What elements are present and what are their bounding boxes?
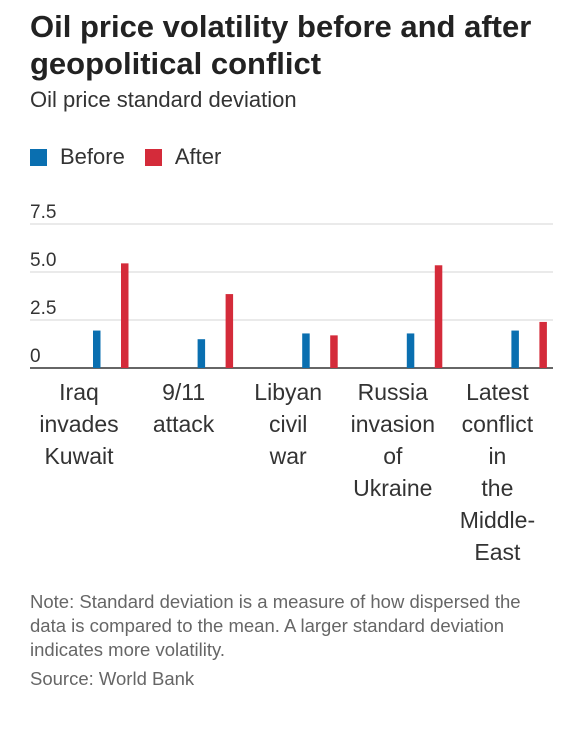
bar-before xyxy=(93,330,101,368)
x-category-label-line: Middle- xyxy=(460,507,535,533)
legend-item-after: After xyxy=(144,144,222,170)
x-category-label-line: conflict xyxy=(462,411,534,437)
x-category-label-line: civil xyxy=(269,411,307,437)
bar-before xyxy=(197,339,206,368)
chart-subtitle: Oil price standard deviation xyxy=(30,87,297,112)
chart-source: Source: World Bank xyxy=(30,668,195,689)
x-category-label-line: Libyan xyxy=(254,379,322,405)
legend-label-after: After xyxy=(174,144,222,169)
bar-chart: 7.5 5.0 2.5 0 Iraq invades Kuwait 9/11 attack Lib… xyxy=(30,202,553,565)
bar-before xyxy=(406,333,415,368)
bar-after xyxy=(539,321,547,368)
bar-after xyxy=(121,263,129,368)
x-category-label-line: Russia xyxy=(358,379,429,405)
x-category-label: Libyan civil war xyxy=(254,379,322,469)
bar-after xyxy=(225,294,234,368)
x-category-label-line: 9/11 xyxy=(162,379,205,405)
bar-after xyxy=(434,265,443,368)
x-category-label-line: invasion xyxy=(351,411,435,437)
x-category-label-line: invades xyxy=(39,411,118,437)
x-category-label-line: Kuwait xyxy=(44,443,114,469)
chart-title: Oil price volatility before and after ge… xyxy=(30,9,532,81)
x-category-label-line: Latest xyxy=(466,379,529,405)
legend-item-before: Before xyxy=(30,144,125,170)
legend-swatch-after xyxy=(144,148,162,166)
x-category-label-line: the xyxy=(481,475,513,501)
x-category-label-line: attack xyxy=(153,411,215,437)
bar-before xyxy=(511,330,519,368)
y-tick-label: 0 xyxy=(30,346,41,367)
y-tick-label: 2.5 xyxy=(30,298,56,319)
x-category-label: 9/11 attack xyxy=(153,379,215,437)
x-category-label-line: war xyxy=(269,443,307,469)
x-category-label: Russia invasion of Ukraine xyxy=(351,379,435,501)
x-category-label-line: East xyxy=(474,539,521,565)
bar-before xyxy=(302,333,310,368)
legend: Before After xyxy=(30,144,241,170)
y-tick-label: 5.0 xyxy=(30,250,56,271)
chart-note: Note: Standard deviation is a measure of… xyxy=(30,591,521,660)
x-category-label: Iraq invades Kuwait xyxy=(39,379,118,469)
bar-after xyxy=(330,335,338,368)
legend-label-before: Before xyxy=(60,144,125,169)
x-category-label-line: of xyxy=(383,443,403,469)
x-category-label: Latest conflict in the Middle- East xyxy=(460,379,535,565)
legend-swatch-before xyxy=(30,148,47,166)
y-tick-label: 7.5 xyxy=(30,202,56,223)
x-category-label-line: in xyxy=(488,443,506,469)
x-category-label-line: Iraq xyxy=(59,379,99,405)
chart-notes: Note: Standard deviation is a measure of… xyxy=(30,590,540,691)
x-category-label-line: Ukraine xyxy=(353,475,432,501)
